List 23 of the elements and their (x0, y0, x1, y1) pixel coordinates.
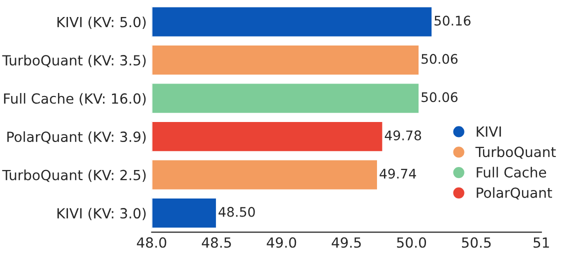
x-tick-label: 50.5 (462, 237, 491, 248)
y-tick-label: KIVI (KV: 5.0) (57, 16, 146, 29)
y-tick-label: KIVI (KV: 3.0) (57, 208, 146, 220)
y-tick-label: TurboQuant (KV: 2.5) (2, 170, 146, 182)
legend-label: PolarQuant (476, 187, 552, 200)
y-tick-label: PolarQuant (KV: 3.9) (7, 131, 146, 144)
data-label: 50.16 (434, 16, 470, 26)
data-label: 48.50 (218, 206, 255, 217)
x-tick-label: 48.5 (202, 237, 231, 248)
x-tick-label: 48.0 (136, 237, 166, 248)
data-label: 50.06 (422, 54, 458, 64)
y-tick-label: Full Cache (KV: 16.0) (4, 93, 146, 106)
x-tick-label: 49.0 (266, 237, 296, 248)
legend-label: KIVI (476, 126, 501, 137)
x-tick-label: 49.5 (332, 237, 361, 248)
data-label: 49.74 (380, 168, 416, 179)
x-tick-label: 51 (534, 237, 549, 248)
legend-label: TurboQuant (475, 146, 556, 159)
data-label: 49.78 (384, 130, 422, 140)
y-tick-label: TurboQuant (KV: 3.5) (2, 54, 146, 68)
x-tick-label: 50.0 (397, 237, 426, 248)
data-label: 50.06 (422, 92, 458, 102)
legend-label: Full Cache (476, 166, 546, 178)
